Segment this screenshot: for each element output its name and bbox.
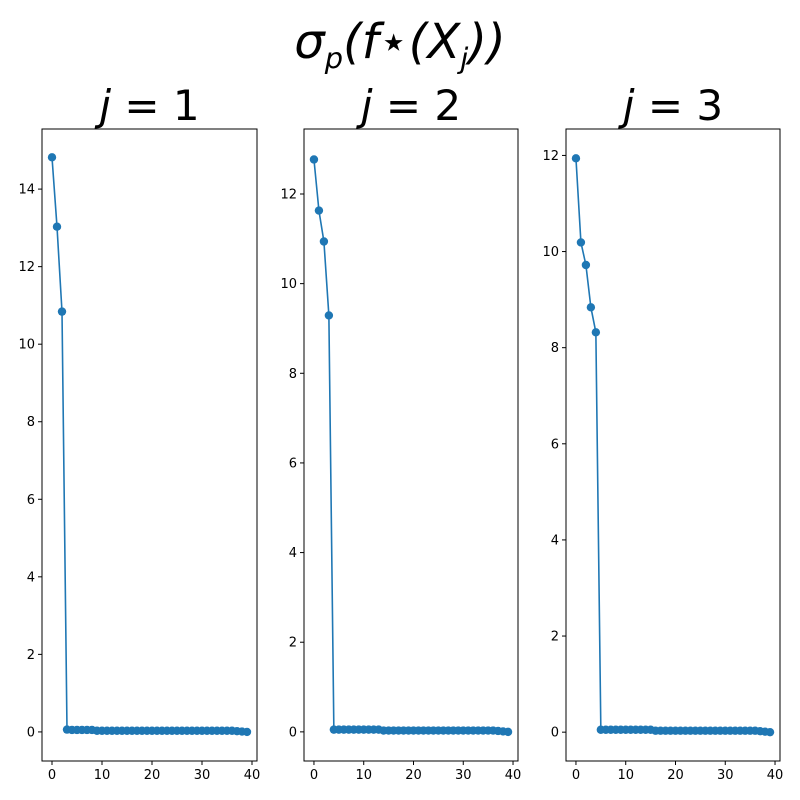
x-tick-label: 30 [194,768,211,783]
axes-frame-1 [41,128,258,762]
panel-1: j = 1 0 10 20 30 40 0 2 4 6 8 10 12 14 [18,81,260,783]
data-point [314,206,324,215]
x-tick-label: 40 [505,768,522,783]
y-tick-label: 6 [27,493,35,508]
y-tick-label: 8 [551,341,559,356]
data-point [309,155,319,164]
y-tick-label: 4 [551,533,559,548]
data-point [52,222,62,231]
axes-frame-3 [565,128,781,762]
x-tick-label: 40 [767,768,784,783]
y-tick-label: 4 [27,570,35,585]
data-point [591,328,601,337]
data-point [571,154,581,163]
panel-title-1: j = 1 [94,81,199,130]
panel-title-3: j = 3 [618,81,723,130]
x-tick-label: 40 [244,768,261,783]
data-point [242,727,252,737]
y-tick-label: 14 [18,183,35,198]
data-point [47,153,57,162]
panel-3: j = 3 0 10 20 30 40 0 2 4 6 8 10 12 [542,81,783,783]
x-tick-label: 30 [455,768,472,783]
data-point [576,238,586,247]
y-tick-label: 2 [551,630,559,645]
data-point [765,727,775,737]
data-point [581,260,591,270]
y-tick-label: 8 [289,367,297,382]
y-tick-label: 10 [542,245,559,260]
data-point [324,311,334,320]
x-tick-label: 20 [144,768,161,783]
data-point [57,307,67,316]
data-point [586,303,596,312]
y-tick-label: 0 [27,725,35,740]
y-tick-label: 8 [27,415,35,430]
x-tick-label: 0 [310,768,318,783]
y-tick-label: 2 [27,648,35,663]
y-tick-label: 2 [289,636,297,651]
data-point [319,237,329,246]
y-tick-label: 0 [551,726,559,741]
y-tick-label: 12 [280,187,297,202]
x-tick-label: 10 [355,768,372,783]
series-line-1 [51,157,248,733]
x-tick-label: 10 [617,768,634,783]
x-tick-label: 10 [94,768,111,783]
y-tick-label: 0 [289,725,297,740]
panel-title-2: j = 2 [356,81,461,130]
series-line-3 [575,158,771,733]
y-tick-label: 12 [18,260,35,275]
panel-2: j = 2 0 10 20 30 40 0 2 4 6 8 10 12 [280,81,521,783]
y-tick-label: 10 [18,338,35,353]
x-tick-label: 0 [48,768,56,783]
series-line-2 [313,159,509,733]
x-tick-label: 20 [667,768,684,783]
x-tick-label: 20 [405,768,422,783]
x-tick-label: 0 [572,768,580,783]
figure-suptitle: σp(f⋆(Xj)) [294,14,505,75]
x-tick-label: 30 [717,768,734,783]
y-tick-label: 6 [551,437,559,452]
y-tick-label: 12 [542,149,559,164]
data-point [503,727,513,737]
y-tick-label: 6 [289,456,297,471]
y-tick-label: 4 [289,546,297,561]
y-tick-label: 10 [280,277,297,292]
axes-frame-2 [303,128,519,762]
